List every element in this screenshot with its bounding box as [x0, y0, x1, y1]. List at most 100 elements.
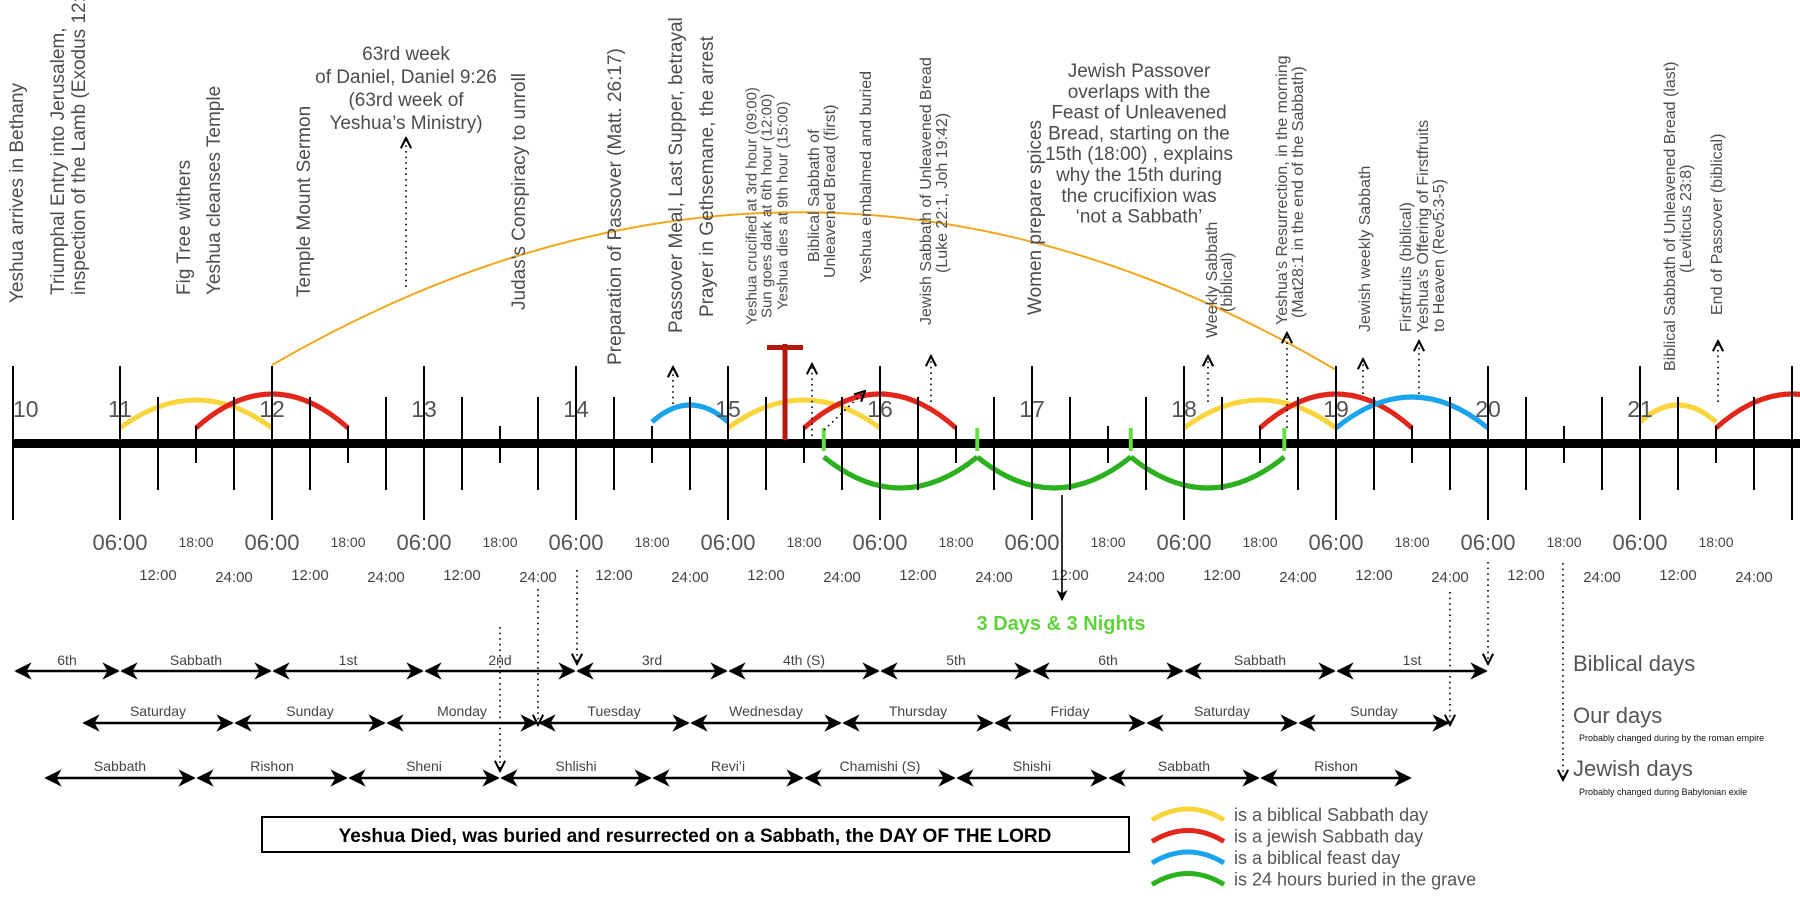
biblical-sabbath-arc [118, 397, 274, 431]
event-label: Prayer in Gethsemane, the arrest [697, 35, 718, 317]
jewish-passover-note: Feast of Unleavened [1051, 103, 1226, 124]
biblical-day-label: 6th [57, 652, 76, 668]
event-label: Temple Mount Sermon [294, 106, 315, 297]
biblical-sabbath-arc [726, 397, 882, 431]
day-number: 20 [1475, 396, 1501, 422]
jewish-passover-note: 15th (18:00) , explains [1045, 144, 1233, 165]
jewish-day-label: Rishon [250, 758, 294, 774]
event-label: Yeshua embalmed and buried [858, 71, 875, 283]
event-label: Passover Meal, Last Supper, betrayal [666, 17, 687, 333]
labels-layer: 10 11 12 13 14 15 16 17 18 19 20 21 06:00 18:00 12:00 2… [7, 0, 1773, 780]
jewish-day-label: Shlishi [555, 758, 596, 774]
time-label-1800: 18:00 [1698, 534, 1733, 550]
time-label-0600: 06:00 [244, 530, 299, 555]
biblical-days-title: Biblical days [1573, 651, 1695, 676]
event-label: inspection of the Lamb (Exodus 12:3) [69, 0, 90, 295]
time-label-1200: 12:00 [291, 567, 329, 584]
event-label: Yeshua arrives in Bethany [7, 82, 28, 303]
jewish-passover-note: why the 15th during [1055, 165, 1222, 186]
biblical-day-label: 6th [1098, 652, 1117, 668]
biblical-day-label: 5th [946, 652, 965, 668]
event-label: (Mat28:1 in the end of the Sabbath) [1290, 66, 1307, 318]
event-label: to Heaven (Rev5:3-5) [1431, 179, 1448, 332]
jewish-sabbath-arc [1714, 391, 1800, 430]
event-label: Judas's Conspiracy to unroll [509, 73, 530, 310]
buried-24h-arc [1129, 455, 1286, 491]
event-label: Yeshua’s Resurrection, in the morning [1274, 56, 1291, 326]
jewish-days-note: Probably changed during Babylonian exile [1579, 787, 1747, 797]
event-label: Yeshua cleanses Temple [204, 86, 225, 295]
our-day-label: Sunday [286, 703, 333, 719]
our-day-label: Friday [1051, 703, 1090, 719]
event-label: Women prepare spices [1025, 120, 1046, 315]
event-label: Jewish Sabbath of Unleavened Bread [918, 57, 935, 325]
biblical-sabbath-legend-arc-icon [1150, 806, 1226, 823]
summary-box [261, 816, 1130, 853]
jewish-passover-note: Jewish Passover [1068, 61, 1211, 82]
time-label-1800: 18:00 [786, 534, 821, 550]
jewish-day-label: Rishon [1314, 758, 1358, 774]
cross-icon-bar [767, 345, 803, 350]
our-days-note: Probably changed during by the roman emp… [1579, 733, 1764, 743]
time-label-0600: 06:00 [1004, 530, 1059, 555]
jewish-passover-note: overlaps with the [1068, 82, 1211, 103]
daniel-week-note: Yeshua’s Ministry) [329, 113, 482, 134]
our-day-label: Wednesday [729, 703, 803, 719]
time-label-1200: 12:00 [595, 567, 633, 584]
biblical-day-label: Sabbath [170, 652, 222, 668]
time-label-2400: 24:00 [367, 569, 405, 586]
time-label-0600: 06:00 [92, 530, 147, 555]
passover-span-arc [271, 211, 1337, 371]
our-day-label: Saturday [1194, 703, 1250, 719]
event-label: Yeshua dies at 9th hour (15:00) [774, 101, 791, 310]
burial-marker [975, 428, 980, 451]
day-number: 15 [715, 396, 741, 422]
event-label: Preparation of Passover (Matt. 26:17) [605, 48, 626, 365]
time-label-1200: 12:00 [747, 567, 785, 584]
time-label-0600: 06:00 [1612, 530, 1667, 555]
event-label: Yeshua crucified at 3rd hour (09:00) [743, 87, 760, 325]
time-label-1800: 18:00 [1394, 534, 1429, 550]
burial-marker [1128, 428, 1133, 451]
time-label-0600: 06:00 [548, 530, 603, 555]
time-label-2400: 24:00 [1431, 569, 1469, 586]
burial-marker [821, 428, 826, 451]
event-label: (biblical) [1219, 252, 1236, 312]
jewish-day-label: Chamishi (S) [840, 758, 921, 774]
time-label-2400: 24:00 [1583, 569, 1621, 586]
dotted-pointer-arrow [823, 391, 865, 431]
jewish-day-label: Sabbath [1158, 758, 1210, 774]
buried-legend-arc-icon [1150, 871, 1226, 887]
day-number: 17 [1019, 396, 1045, 422]
buried-24h-arc [975, 455, 1133, 491]
jewish-days-title: Jewish days [1573, 756, 1693, 781]
jewish-passover-note: ‘not a Sabbath’ [1076, 207, 1203, 228]
jewish-passover-note: Bread, starting on the [1048, 123, 1230, 144]
time-label-1800: 18:00 [634, 534, 669, 550]
jewish-sabbath-legend-arc-icon [1150, 828, 1226, 844]
time-label-1800: 18:00 [1242, 534, 1277, 550]
timeline-axis-line [13, 439, 1800, 448]
time-label-1200: 12:00 [443, 567, 481, 584]
biblical-day-label: Sabbath [1234, 652, 1286, 668]
time-label-1200: 12:00 [1659, 567, 1697, 584]
biblical-day-label: 1st [339, 652, 358, 668]
time-label-2400: 24:00 [215, 569, 253, 586]
time-label-1800: 18:00 [330, 534, 365, 550]
jewish-day-label: Revi’i [711, 758, 745, 774]
jewish-day-label: Sheni [406, 758, 442, 774]
our-day-label: Tuesday [587, 703, 640, 719]
event-label: (Luke 22:1, Joh 19:42) [934, 113, 951, 273]
event-label: Sun goes dark at 6th hour (12:00) [758, 94, 775, 318]
time-label-1800: 18:00 [1546, 534, 1581, 550]
time-label-2400: 24:00 [671, 569, 709, 586]
biblical-day-label: 1st [1403, 652, 1422, 668]
event-label: Unleavened Bread (first) [822, 105, 839, 278]
time-label-0600: 06:00 [700, 530, 755, 555]
time-label-0600: 06:00 [1156, 530, 1211, 555]
legend-label: is a biblical Sabbath day [1234, 805, 1428, 825]
biblical-feast-arc [1334, 394, 1490, 430]
daniel-week-note: of Daniel, Daniel 9:26 [315, 67, 497, 88]
day-number: 16 [867, 396, 893, 422]
